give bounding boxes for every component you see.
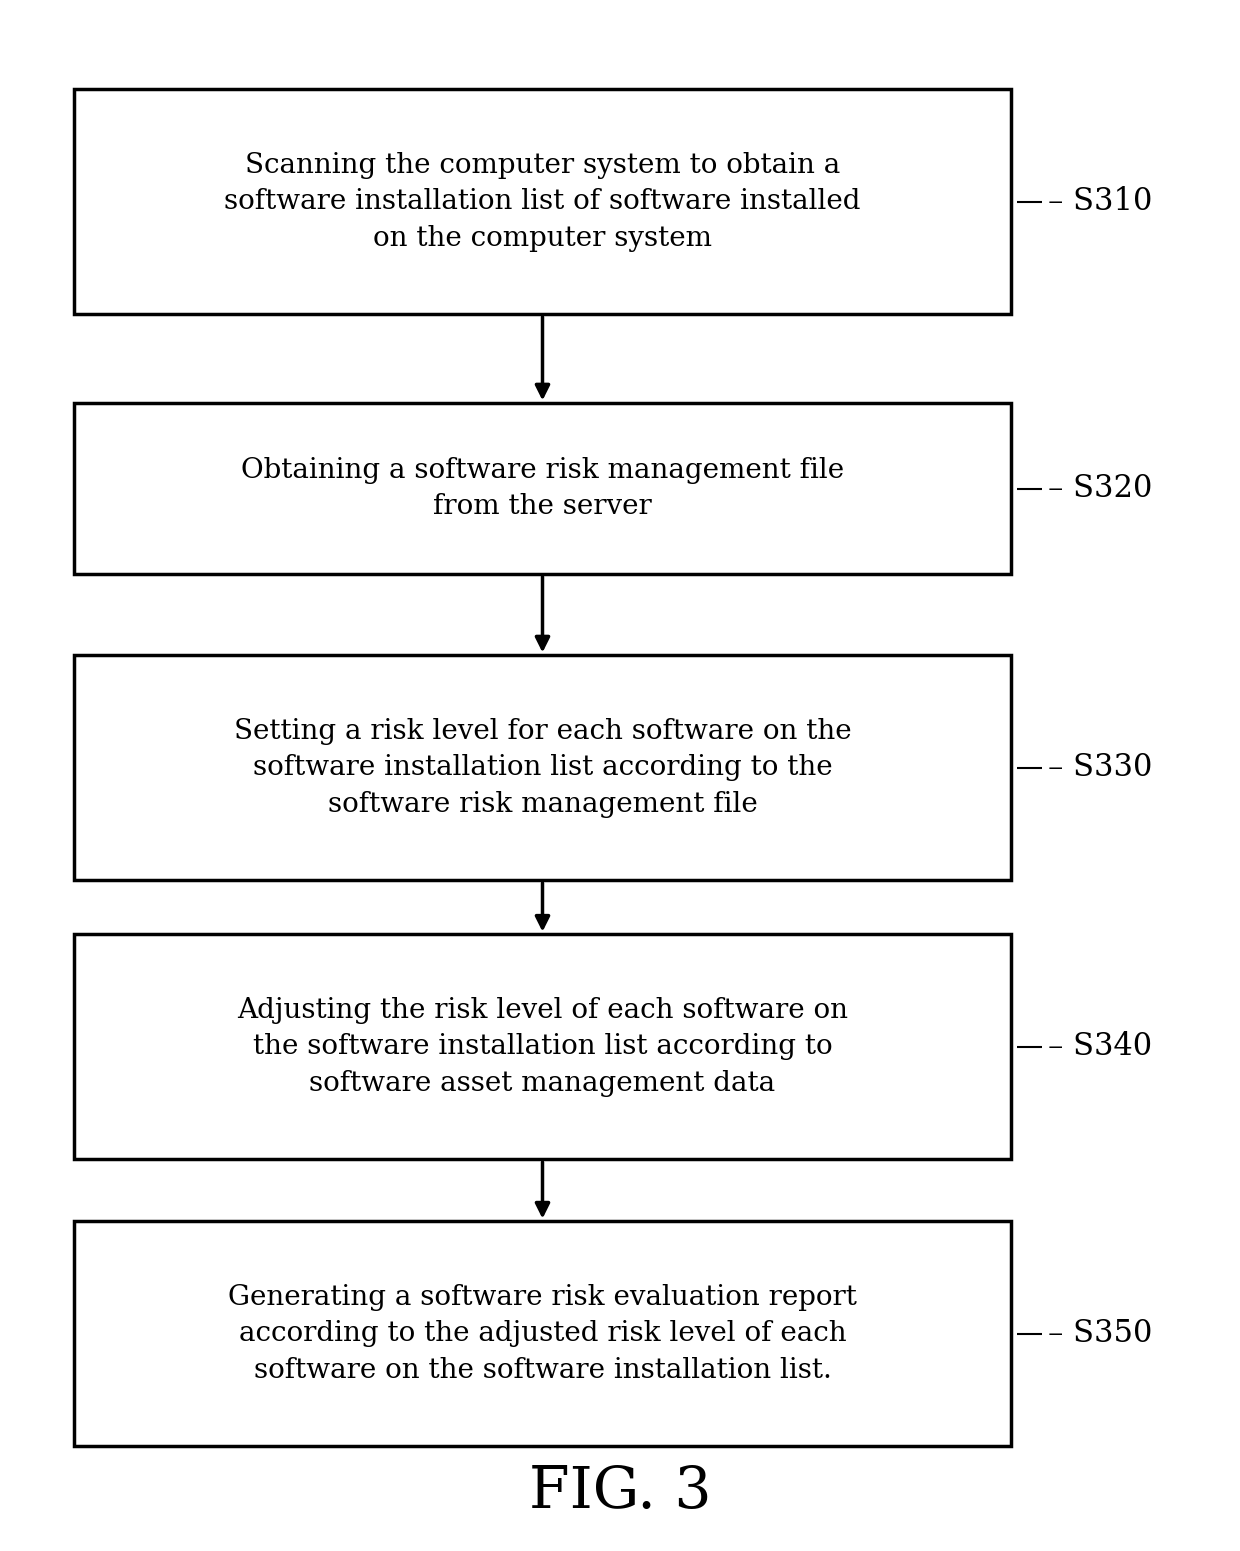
Bar [74,1222,1011,1446]
Text: – S310: – S310 [1048,186,1152,217]
Text: – S340: – S340 [1048,1031,1152,1062]
Text: FIG. 3: FIG. 3 [528,1464,712,1520]
Text: Adjusting the risk level of each software on
the software installation list acco: Adjusting the risk level of each softwar… [237,997,848,1097]
Bar [74,403,1011,574]
Text: Setting a risk level for each software on the
software installation list accordi: Setting a risk level for each software o… [233,718,852,817]
Bar [74,90,1011,313]
Text: Scanning the computer system to obtain a
software installation list of software : Scanning the computer system to obtain a… [224,152,861,251]
Bar [74,934,1011,1160]
Text: Generating a software risk evaluation report
according to the adjusted risk leve: Generating a software risk evaluation re… [228,1284,857,1383]
Bar [74,655,1011,881]
Text: – S330: – S330 [1048,752,1152,783]
Text: – S350: – S350 [1048,1318,1152,1349]
Text: Obtaining a software risk management file
from the server: Obtaining a software risk management fil… [241,458,844,520]
Text: – S320: – S320 [1048,473,1152,504]
